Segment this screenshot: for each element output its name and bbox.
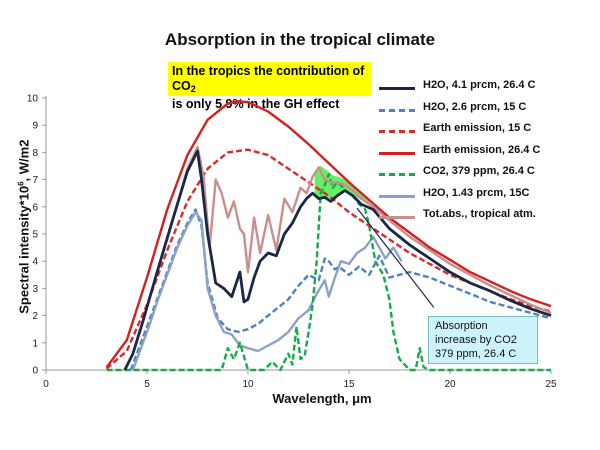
x-tick-label: 5 [144, 379, 150, 390]
series-line [123, 145, 552, 371]
y-tick-label: 1 [32, 338, 38, 349]
y-axis-label-sup: 6 [16, 181, 26, 186]
legend-label: H2O, 1.43 prcm, 15C [423, 186, 530, 199]
callout-box: In the tropics the contribution of CO2 i… [168, 62, 371, 111]
callout-text-main: In the tropics the contribution of CO [172, 64, 365, 93]
x-axis-label: Wavelength, μm [272, 391, 372, 406]
annotation-line: 379 ppm, 26.4 C [435, 348, 517, 360]
y-axis-label-main: Spectral intensity*10 [16, 185, 32, 314]
y-tick-label: 4 [32, 257, 38, 268]
y-tick-label: 7 [32, 175, 38, 186]
y-tick-label: 2 [32, 311, 38, 322]
y-tick-label: 9 [32, 121, 38, 132]
y-axis-label: Spectral intensity*106, W/m2 [16, 127, 31, 327]
x-tick-label: 0 [43, 379, 49, 390]
x-tick-label: 15 [343, 379, 355, 390]
legend-swatch [379, 173, 415, 176]
y-tick-label: 3 [32, 284, 38, 295]
y-tick-label: 6 [32, 202, 38, 213]
legend-swatch [379, 194, 415, 198]
annotation-pointer [356, 207, 435, 308]
series-line [123, 149, 552, 371]
legend-label: H2O, 2.6 prcm, 15 C [423, 100, 527, 113]
annotation-box: Absorption increase by CO2 379 ppm, 26.4… [428, 316, 538, 364]
legend-swatch [379, 151, 415, 155]
y-tick-label: 0 [32, 366, 38, 377]
legend-swatch [379, 216, 415, 219]
legend-label: Earth emission, 26.4 C [423, 143, 541, 156]
series-line [105, 100, 552, 369]
x-tick-label: 10 [242, 379, 254, 390]
series-line [131, 211, 403, 371]
callout-text-rest: is only 5.9% in the GH effect [172, 97, 340, 111]
legend-swatch [379, 130, 415, 133]
legend-label: CO2, 379 ppm, 26.4 C [423, 165, 535, 177]
legend-label: Tot.abs., tropical atm. [423, 208, 536, 220]
y-axis-label-rest: , W/m2 [16, 139, 32, 182]
y-tick-label: 10 [27, 94, 39, 105]
legend-label: H2O, 4.1 prcm, 26.4 C [423, 79, 536, 91]
series-line [106, 173, 551, 372]
legend-swatch [379, 87, 415, 90]
chart-title: Absorption in the tropical climate [164, 30, 436, 49]
series-line [129, 208, 552, 371]
annotation-line: Absorption [435, 320, 488, 332]
x-tick-label: 25 [545, 379, 557, 390]
legend-swatch [379, 108, 415, 112]
y-tick-label: 8 [32, 148, 38, 159]
annotation-line: increase by CO2 [435, 334, 517, 346]
callout-text-sub: 2 [190, 84, 196, 94]
y-tick-label: 5 [32, 230, 38, 241]
legend-label: Earth emission, 15 C [423, 122, 532, 134]
x-tick-label: 20 [444, 379, 456, 390]
